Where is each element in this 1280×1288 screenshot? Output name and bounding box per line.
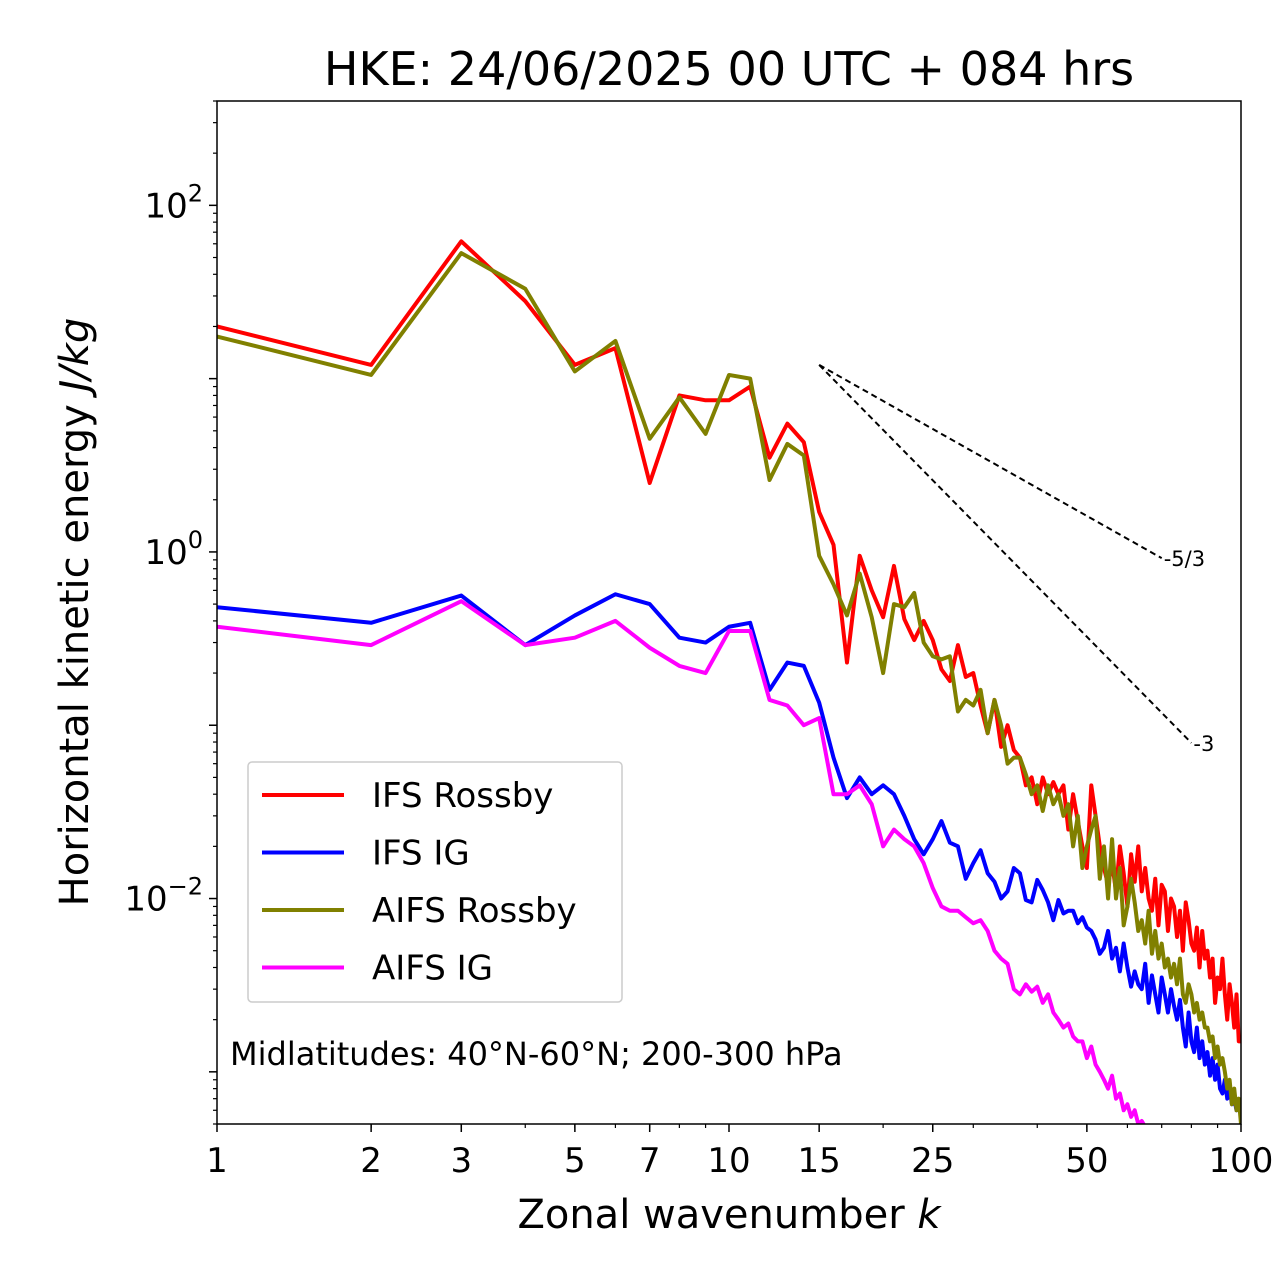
legend-items: IFS Rossby IFS IG AIFS Rossby AIFS IG [262,776,577,989]
legend-box [247,761,623,1003]
reference-slopes: -5/3 -3 [818,364,1214,756]
x-tick-label: 15 [798,1141,841,1181]
y-tick-base: 10 [144,533,187,573]
y-axis-label-unit: J/kg [52,318,98,399]
legend: IFS Rossby IFS IG AIFS Rossby AIFS IG [247,761,623,1003]
y-tick-base: 10 [124,880,167,920]
legend-label-aifs-ig: AIFS IG [372,949,493,989]
y-tick-exponent: 2 [188,179,203,207]
x-tick-label: 25 [911,1141,954,1181]
legend-label-ifs-ig: IFS IG [372,834,470,874]
x-axis-label-var: k [917,1192,942,1238]
x-tick-label: 10 [707,1141,750,1181]
x-tick-label: 3 [450,1141,472,1181]
y-tick-exponent: 0 [188,526,203,554]
x-tick-label: 50 [1065,1141,1108,1181]
x-tick-label: 5 [564,1141,586,1181]
reference-slope-label-1: -3 [1193,732,1214,756]
y-tick-label: 10−2 [124,873,203,920]
y-tick-base: 10 [144,186,187,226]
y-tick-label: 102 [144,179,203,226]
series-line-aifs-rossby [217,251,1241,1124]
reference-slope-line-0 [818,364,1163,560]
region-annotation: Midlatitudes: 40°N-60°N; 200-300 hPa [230,1035,843,1073]
x-tick-label: 1 [206,1141,228,1181]
x-axis-ticks: 1 2 3 5 7 10 15 25 50 100 [206,1124,1273,1181]
y-tick-exponent: −2 [168,873,203,901]
x-tick-label: 7 [639,1141,661,1181]
x-axis-label: Zonal wavenumber k [517,1192,942,1238]
legend-label-aifs-rossby: AIFS Rossby [372,891,577,931]
series-line-aifs-ig [217,599,1146,1124]
reference-slope-line-1 [818,364,1193,744]
y-axis-label: Horizontal kinetic energy J/kg [52,318,98,907]
series-layer [217,239,1241,1124]
legend-label-ifs-rossby: IFS Rossby [372,776,553,816]
x-axis-label-text: Zonal wavenumber [517,1192,917,1238]
chart-title: HKE: 24/06/2025 00 UTC + 084 hrs [324,42,1134,96]
reference-slope-label-0: -5/3 [1164,547,1205,571]
series-line-ifs-rossby [217,239,1241,1044]
y-axis-label-text: Horizontal kinetic energy [52,392,98,907]
y-tick-label: 100 [144,526,203,573]
x-tick-label: 100 [1209,1141,1274,1181]
x-tick-label: 2 [360,1141,382,1181]
